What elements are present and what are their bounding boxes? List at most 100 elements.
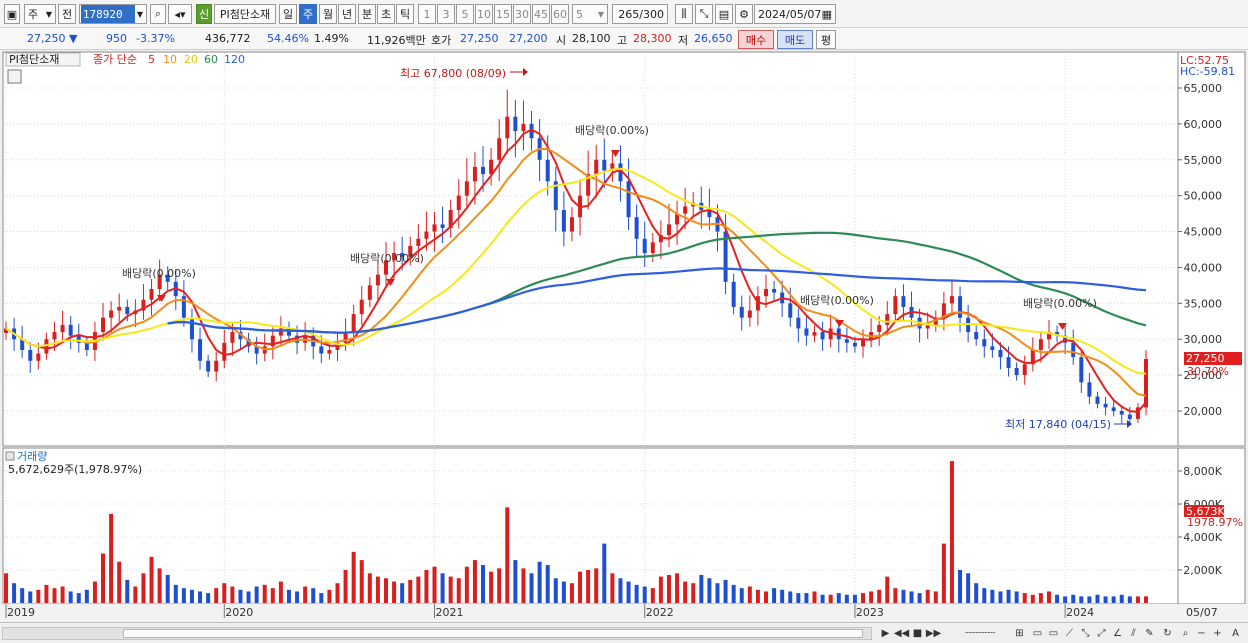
- window-icon[interactable]: ▣: [4, 4, 20, 24]
- volume-bar: [230, 586, 235, 603]
- low-price: 26,650: [694, 32, 733, 45]
- interval-1[interactable]: 1: [418, 4, 436, 24]
- price-volume-chart[interactable]: 65,000 60,000 55,000 50,000 45,000 40,000 35,0…: [0, 50, 1248, 622]
- volume-bar: [327, 589, 332, 603]
- chart-scrollbar[interactable]: [2, 627, 872, 640]
- volume-bar: [586, 570, 591, 603]
- channel-icon[interactable]: ⫽: [1131, 628, 1136, 639]
- volume-bar: [1095, 594, 1100, 603]
- period-year[interactable]: 년: [338, 4, 356, 24]
- stop-icon[interactable]: ■: [912, 628, 923, 639]
- font-size-icon[interactable]: A: [1232, 628, 1239, 639]
- volume-bar: [828, 594, 833, 603]
- chevron-down-icon[interactable]: ▼: [136, 9, 144, 19]
- period-month[interactable]: 월: [319, 4, 337, 24]
- volume-bar: [804, 593, 809, 603]
- zoom-out-icon[interactable]: −: [1197, 628, 1206, 639]
- legend-ma60: 60: [204, 53, 218, 66]
- candle: [1111, 407, 1116, 411]
- interval-30[interactable]: 30: [513, 4, 531, 24]
- scroll-thumb[interactable]: [123, 629, 863, 638]
- zoom-in-icon[interactable]: +: [1213, 628, 1222, 639]
- trade-amount: 11,926백만: [367, 34, 426, 47]
- period-type-select[interactable]: 주 ▼: [24, 4, 56, 24]
- dividend-label: 배당락(0.00%): [800, 294, 874, 307]
- period-second[interactable]: 초: [377, 4, 395, 24]
- volume-bar: [1046, 591, 1051, 603]
- high-label: 고: [617, 34, 628, 47]
- sell-button[interactable]: 매도: [777, 30, 813, 49]
- price-change-pct: -3.37%: [136, 32, 175, 45]
- year-label: 2021: [436, 606, 464, 619]
- candle: [812, 332, 817, 336]
- interval-15[interactable]: 15: [494, 4, 512, 24]
- line-tool-icon[interactable]: ⤡: [695, 4, 713, 24]
- volume-bar: [270, 588, 275, 603]
- volume-bar: [384, 578, 388, 603]
- candle: [319, 346, 324, 354]
- gear-icon[interactable]: ⚙: [735, 4, 753, 24]
- rewind-icon[interactable]: ◀◀: [893, 628, 910, 639]
- code-field[interactable]: [80, 5, 135, 23]
- table-icon[interactable]: [7, 69, 22, 84]
- candle-icon[interactable]: ⫼: [675, 4, 693, 24]
- play-right-icon[interactable]: ▶: [881, 628, 890, 639]
- volume-bar: [966, 573, 971, 603]
- fast-forward-icon[interactable]: ▶▶: [925, 628, 942, 639]
- volume-bar: [836, 593, 841, 603]
- collapse-icon[interactable]: [5, 451, 15, 461]
- date-field[interactable]: 2024/05/07 ▦: [754, 4, 836, 24]
- period-week[interactable]: 주: [299, 4, 317, 24]
- open-label: 시: [556, 34, 567, 47]
- candle: [1055, 332, 1060, 336]
- interval-60[interactable]: 60: [551, 4, 569, 24]
- interval-45[interactable]: 45: [532, 4, 550, 24]
- trend-icon[interactable]: ⤡: [1081, 628, 1090, 639]
- interval-3[interactable]: 3: [437, 4, 455, 24]
- volume-bar: [869, 591, 874, 603]
- dividend-label: 배당락(0.00%): [350, 252, 424, 265]
- speed-slider[interactable]: ┈┈┈┈┈: [964, 628, 996, 639]
- speaker-icon[interactable]: ◂▾: [168, 4, 192, 24]
- candle: [844, 339, 849, 343]
- line-draw-icon[interactable]: ⟋: [1066, 628, 1073, 639]
- code-input[interactable]: ▼: [79, 4, 147, 24]
- volume-bar: [513, 560, 518, 603]
- refresh-icon[interactable]: ↻: [1163, 628, 1172, 639]
- volume-bar: [133, 586, 138, 603]
- candle: [497, 138, 502, 160]
- angle-icon[interactable]: ∠: [1113, 628, 1122, 639]
- volume-bar: [731, 584, 736, 603]
- split-view-icon[interactable]: ▭: [1048, 628, 1059, 639]
- save-icon[interactable]: ▤: [715, 4, 733, 24]
- count-field[interactable]: 265/300: [612, 4, 668, 24]
- candle: [392, 253, 397, 261]
- current-price-tag: [1184, 352, 1242, 365]
- fibo-icon[interactable]: ⤢: [1097, 628, 1106, 639]
- volume-bar: [20, 588, 25, 603]
- legend-stock-box[interactable]: [5, 52, 81, 67]
- candle: [804, 328, 809, 336]
- prev-button[interactable]: 전: [58, 4, 76, 24]
- chevron-down-icon: ▼: [597, 9, 604, 19]
- search-icon[interactable]: ⌕: [1182, 628, 1189, 639]
- eval-button[interactable]: 평: [816, 30, 836, 49]
- interval-select[interactable]: 5 ▼: [572, 4, 608, 24]
- candle: [885, 314, 890, 325]
- period-tick[interactable]: 틱: [396, 4, 414, 24]
- price-tick-label: 30,000: [1184, 333, 1223, 346]
- text-tool-icon[interactable]: ✎: [1145, 628, 1154, 639]
- zoom-box-icon[interactable]: ▭: [1032, 628, 1043, 639]
- calendar-icon[interactable]: ▦: [821, 7, 832, 21]
- grid-view-icon[interactable]: ⊞: [1015, 628, 1024, 639]
- interval-5[interactable]: 5: [456, 4, 474, 24]
- interval-10[interactable]: 10: [475, 4, 493, 24]
- year-label: 2020: [225, 606, 253, 619]
- buy-button[interactable]: 매수: [738, 30, 774, 49]
- search-icon[interactable]: ⌕: [150, 4, 166, 24]
- candle: [820, 332, 825, 340]
- legend-ma5: 5: [148, 53, 155, 66]
- period-minute[interactable]: 분: [358, 4, 376, 24]
- period-day[interactable]: 일: [279, 4, 297, 24]
- volume-bar: [747, 586, 752, 603]
